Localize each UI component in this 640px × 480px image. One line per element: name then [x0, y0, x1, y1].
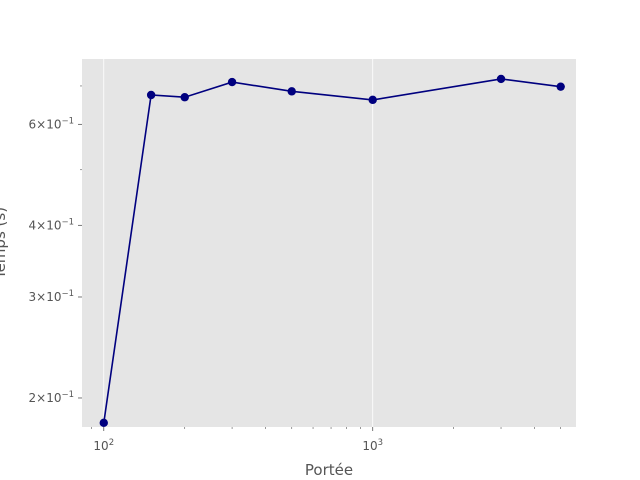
y-tick-label: 3×10−1 — [29, 289, 75, 304]
data-point — [227, 77, 237, 87]
y-tick-mantissa: 4×10 — [29, 218, 62, 232]
x-tick-base: 10 — [93, 439, 108, 453]
y-tick-exponent: −1 — [61, 390, 74, 400]
y-tick-label: 4×10−1 — [29, 217, 75, 232]
x-tick-label: 103 — [362, 438, 383, 453]
x-tick-exponent: 3 — [378, 438, 383, 448]
x-axis-label: Portée — [305, 461, 353, 479]
data-point — [99, 418, 108, 428]
y-tick-exponent: −1 — [61, 289, 74, 299]
plot-area — [82, 59, 576, 427]
y-tick-mantissa: 2×10 — [29, 391, 62, 405]
y-tick-exponent: −1 — [61, 116, 74, 126]
series-line — [103, 78, 561, 423]
data-point — [556, 82, 565, 91]
series — [99, 74, 565, 428]
x-tick-label: 102 — [93, 438, 114, 453]
y-tick-mantissa: 6×10 — [29, 117, 62, 131]
ticks — [78, 85, 561, 431]
data-point — [368, 95, 377, 105]
y-axis-label: Temps (s) — [0, 207, 9, 280]
data-point — [146, 90, 156, 100]
data-point — [287, 87, 296, 96]
grid — [103, 59, 374, 427]
y-tick-mantissa: 3×10 — [29, 290, 62, 304]
data-point — [180, 93, 189, 102]
y-tick-label: 2×10−1 — [29, 390, 75, 405]
y-tick-label: 6×10−1 — [29, 116, 75, 131]
y-tick-exponent: −1 — [61, 217, 74, 227]
data-point — [496, 74, 506, 84]
x-tick-exponent: 2 — [109, 438, 114, 448]
x-tick-base: 10 — [362, 439, 377, 453]
